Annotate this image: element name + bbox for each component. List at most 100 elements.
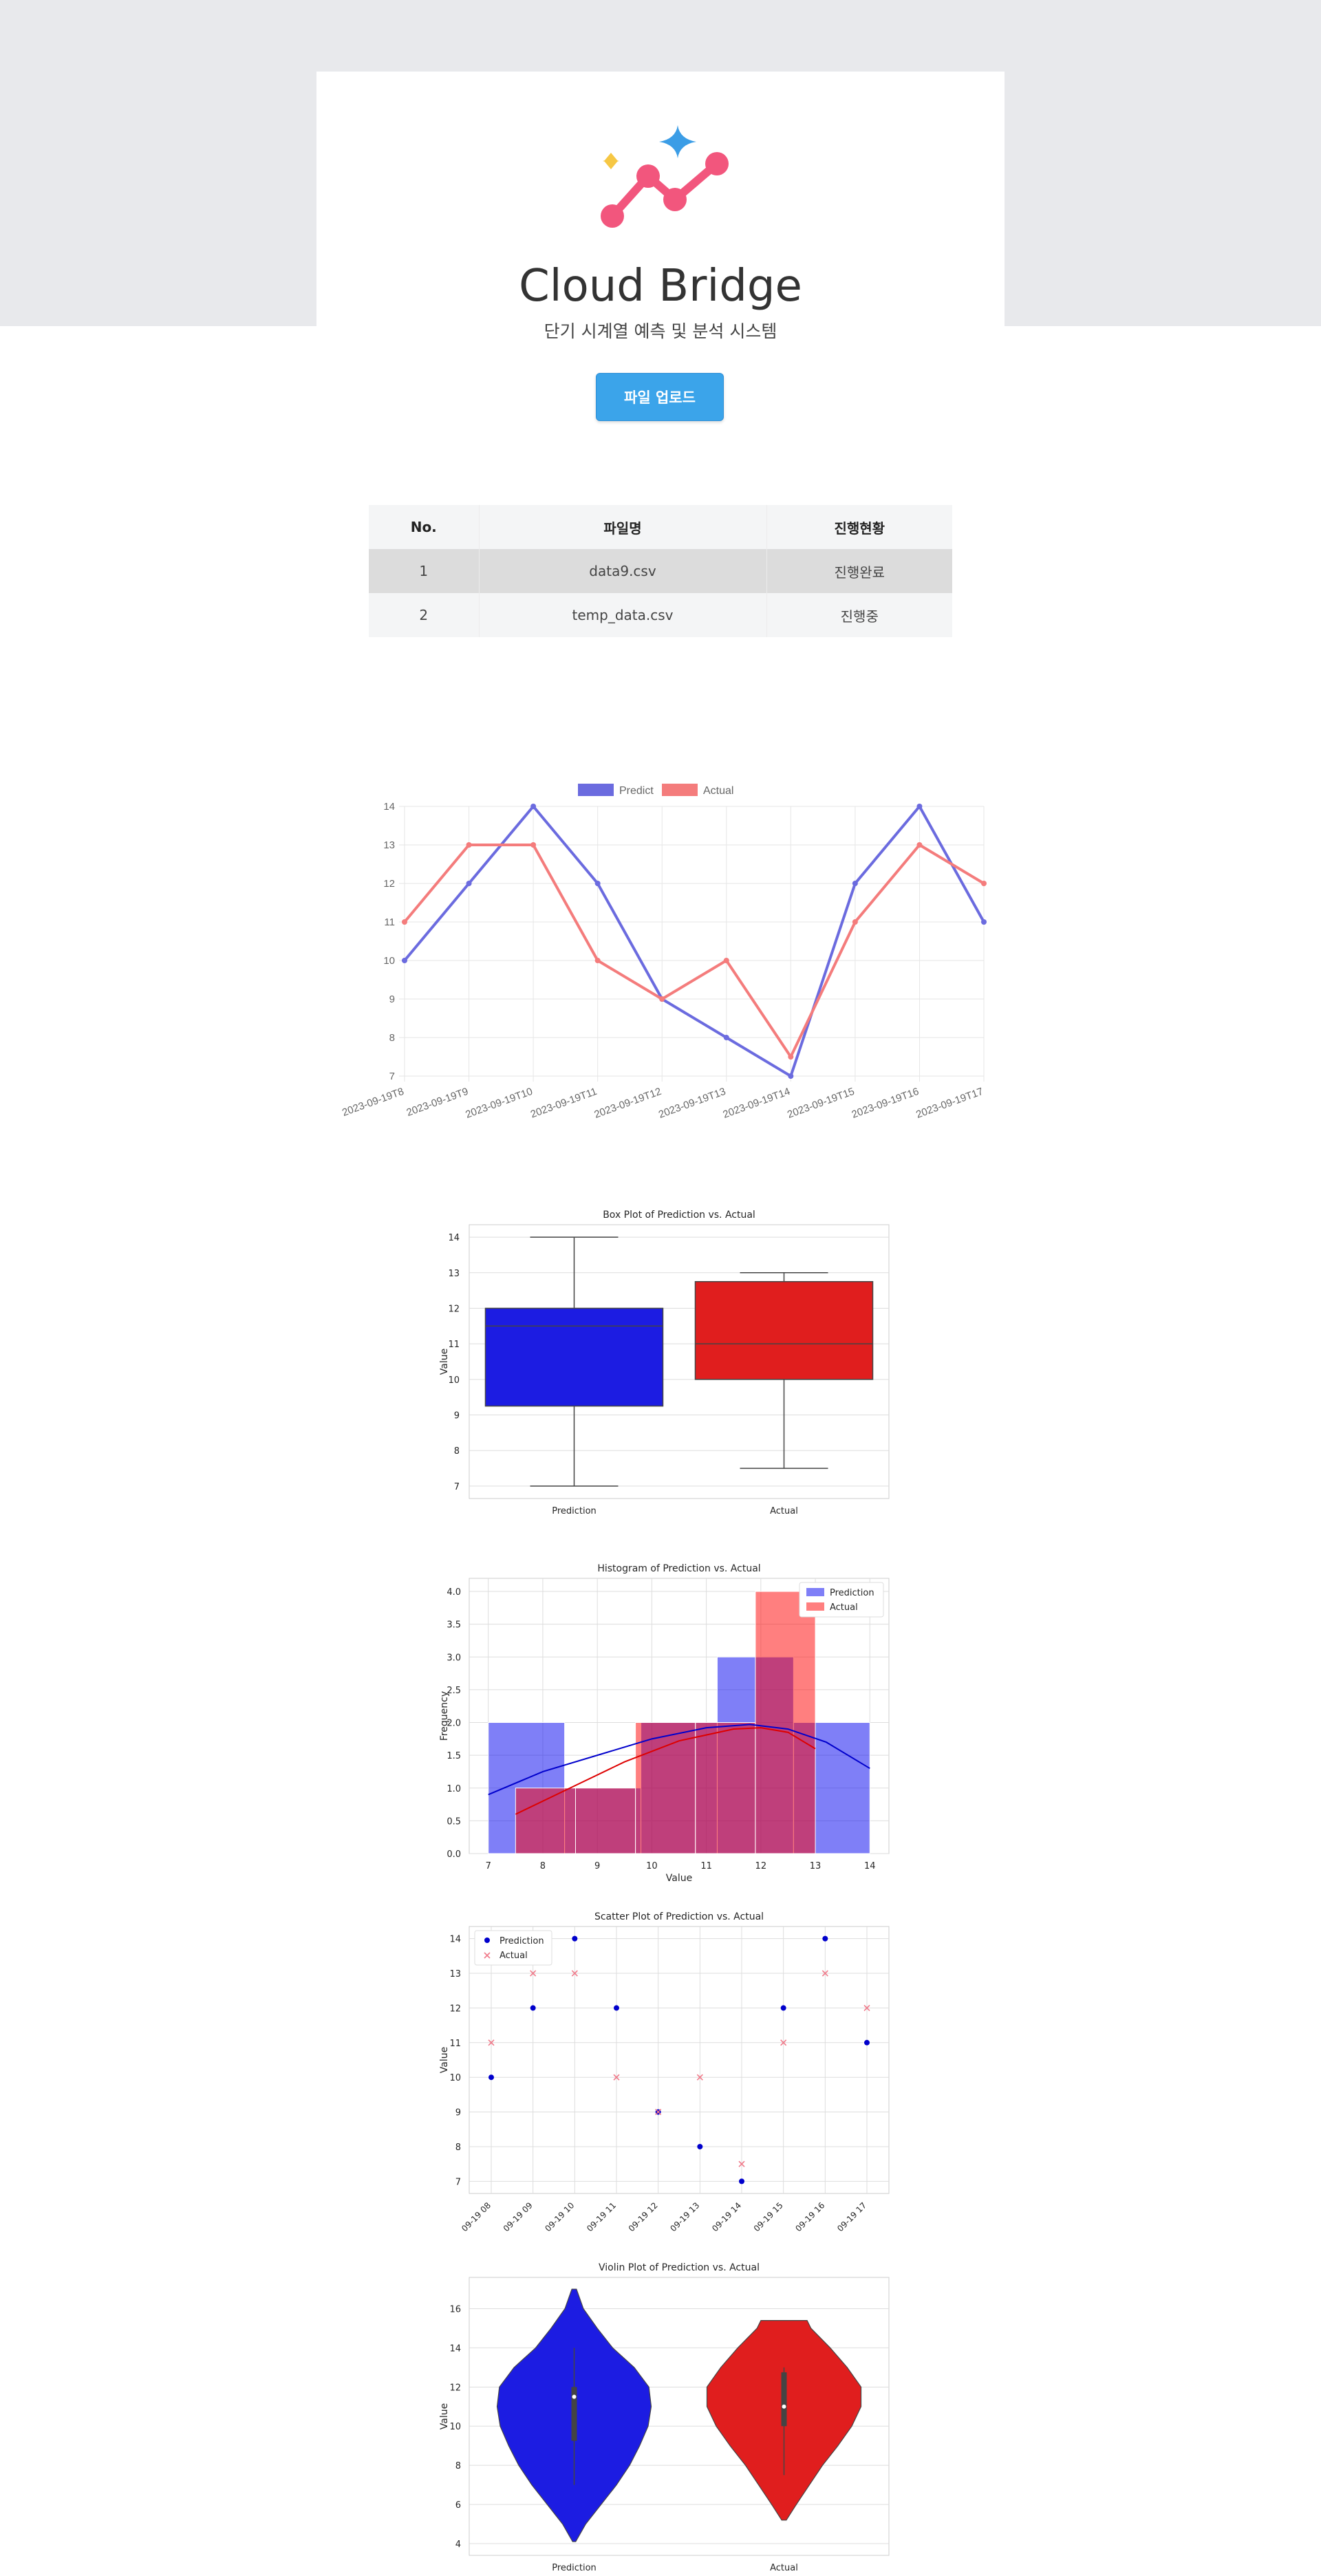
data-point: [723, 958, 729, 963]
x-tick-label: 2023-09-19T17: [914, 1086, 985, 1121]
file-upload-button[interactable]: 파일 업로드: [596, 373, 724, 421]
series-line: [403, 804, 985, 1078]
scatter-point: [738, 2160, 745, 2167]
chart-title: Scatter Plot of Prediction vs. Actual: [594, 1911, 764, 1922]
histogram-bar: [755, 1591, 816, 1854]
x-tick-label: 13: [810, 1861, 821, 1871]
app-title: Cloud Bridge: [519, 261, 802, 312]
table-header-row: No. 파일명 진행현황: [369, 505, 952, 549]
data-point: [594, 881, 601, 886]
plot-area: [469, 1224, 890, 1499]
x-tick-label: 2023-09-19T9: [405, 1086, 470, 1119]
y-tick-label: 0.5: [447, 1816, 461, 1827]
y-tick-label: 8: [455, 2461, 461, 2471]
legend-label: Prediction: [830, 1588, 874, 1598]
data-point: [788, 1054, 794, 1060]
x-tick-label: Actual: [770, 2563, 798, 2573]
x-tick-label: 12: [755, 1861, 767, 1871]
chart-title: Box Plot of Prediction vs. Actual: [603, 1210, 755, 1221]
data-point: [723, 1035, 729, 1040]
plot-area: [469, 1926, 890, 2194]
y-tick-label: 10: [383, 955, 395, 967]
violin-median: [782, 2404, 786, 2409]
y-tick-label: 7: [389, 1071, 395, 1082]
data-point: [981, 919, 987, 925]
column-header-status: 진행현황: [766, 505, 952, 549]
y-tick-label: 2.0: [447, 1719, 461, 1729]
file-table: No. 파일명 진행현황 1 data9.csv 진행완료 2 temp_dat…: [369, 505, 952, 637]
column-header-no: No.: [410, 519, 437, 535]
y-tick-label: 0.0: [447, 1849, 461, 1860]
x-tick-label: 2023-09-19T11: [529, 1086, 599, 1121]
scatter-point: [488, 2039, 495, 2046]
scatter-point: [780, 2005, 786, 2011]
column-header-filename: 파일명: [478, 505, 766, 549]
y-tick-label: 8: [454, 1446, 460, 1457]
x-tick-label: Prediction: [552, 2563, 597, 2573]
legend-swatch: [578, 784, 614, 796]
legend-marker: [484, 1952, 491, 1959]
row-filename[interactable]: data9.csv: [478, 549, 766, 593]
violin-iqr-box: [571, 2387, 577, 2441]
app-subtitle: 단기 시계열 예측 및 분석 시스템: [544, 321, 777, 341]
x-tick-label: 2023-09-19T12: [592, 1086, 663, 1121]
data-point: [466, 881, 472, 886]
legend-label: Predict: [619, 785, 654, 797]
scatter-point: [864, 2039, 870, 2046]
scatter-point: [488, 2074, 494, 2081]
box: [694, 1280, 874, 1380]
x-tick-label: 2023-09-19T15: [786, 1086, 856, 1121]
legend-swatch: [806, 1602, 824, 1611]
y-tick-label: 3.5: [447, 1620, 461, 1631]
scatter-point: [696, 2074, 703, 2081]
data-point: [530, 842, 537, 848]
scatter-point: [614, 2005, 619, 2011]
x-tick-label: 2023-09-19T14: [721, 1086, 791, 1121]
x-tick-label: 2023-09-19T13: [657, 1086, 727, 1121]
x-tick-label: 2023-09-19T8: [341, 1086, 405, 1119]
y-tick-label: 11: [449, 2039, 461, 2049]
x-axis-label: Value: [666, 1873, 692, 1884]
scatter-point: [697, 2143, 703, 2149]
scatter-point: [739, 2178, 744, 2185]
histogram-chart: 0.0 0.5 1.0 1.5 2.0 2.5 3.0 3.5 4.0 7 8 9 10 11 12 13 14…: [439, 1563, 890, 1884]
y-tick-label: 6: [455, 2500, 461, 2511]
violin-plot-chart: 4 6 8 10 12 14 16 Violin Plot of Prediction vs.…: [439, 2262, 890, 2573]
data-point: [659, 996, 665, 1002]
y-tick-label: 10: [449, 2073, 461, 2083]
y-tick-label: 7: [454, 1482, 460, 1492]
data-point: [594, 958, 601, 963]
y-tick-label: 12: [448, 1304, 460, 1314]
row-status: 진행완료: [766, 549, 952, 593]
table-row[interactable]: 2 temp_data.csv 진행중: [369, 593, 952, 637]
y-tick-label: 11: [384, 916, 395, 928]
histogram-bar: [635, 1722, 696, 1854]
legend-swatch: [806, 1588, 824, 1596]
app-logo-icon: [601, 125, 729, 228]
y-tick-label: 14: [449, 1935, 461, 1945]
y-tick-label: 4.0: [447, 1587, 461, 1598]
histogram-bar: [574, 1788, 636, 1854]
table-row[interactable]: 1 data9.csv 진행완료: [369, 549, 952, 593]
y-tick-label: 12: [449, 2004, 461, 2014]
y-tick-label: 1.0: [447, 1784, 461, 1794]
data-point: [916, 804, 923, 809]
legend: [474, 1930, 552, 1966]
y-tick-label: 7: [455, 2177, 461, 2187]
histogram-bar: [515, 1788, 576, 1854]
legend-swatch: [662, 784, 698, 796]
y-tick-label: 14: [449, 2343, 461, 2354]
y-axis-label: Value: [439, 2403, 450, 2429]
data-point: [788, 1073, 794, 1079]
kde-line: [488, 1724, 870, 1796]
y-tick-label: 13: [448, 1269, 460, 1279]
data-point: [402, 919, 407, 925]
y-tick-label: 8: [455, 2143, 461, 2153]
legend-label: Actual: [500, 1951, 528, 1961]
legend-label: Actual: [703, 785, 733, 797]
x-tick-label: 8: [540, 1861, 546, 1871]
y-tick-label: 4: [455, 2540, 461, 2550]
row-filename[interactable]: temp_data.csv: [478, 593, 766, 637]
y-axis-label: Value: [439, 1349, 450, 1375]
